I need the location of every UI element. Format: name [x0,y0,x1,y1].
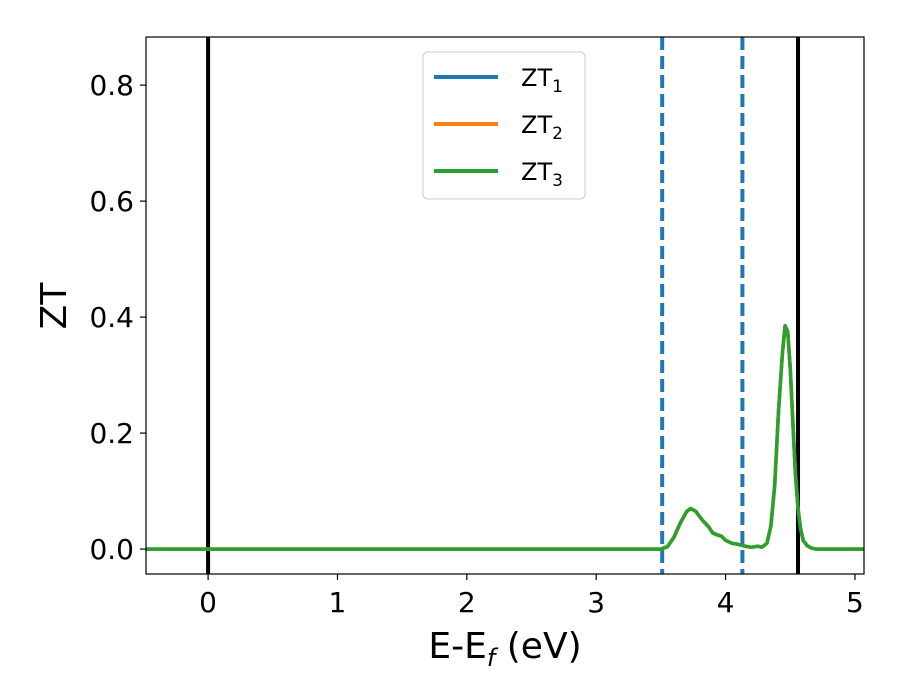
x-tick-label: 1 [329,586,347,619]
y-tick-label: 0.6 [89,185,134,218]
series-line-ZT3 [146,324,864,551]
x-tick-label: 3 [587,586,605,619]
y-tick-label: 0.4 [89,301,134,334]
x-axis-title-main: E-E [428,626,486,667]
x-tick-label: 5 [846,586,864,619]
legend-entry-subscript: 2 [552,124,563,144]
x-tick-label: 0 [199,586,217,619]
legend-entry-name: ZT [521,111,552,139]
legend-entry-label: ZT3 [521,158,563,191]
x-axis-ticks: 0 1 2 3 4 5 [199,574,864,619]
y-tick-label: 0.2 [89,417,134,450]
y-axis-ticks: 0.0 0.2 0.4 0.6 0.8 [89,69,146,566]
legend-entry-subscript: 1 [552,77,563,97]
y-axis-title: ZT [34,282,75,330]
x-tick-label: 2 [458,586,476,619]
plot-lines [146,37,864,574]
x-axis-title: E-Ef (eV) [428,626,581,672]
legend-box [422,51,586,200]
y-tick-label: 0.8 [89,69,134,102]
plot-area [145,36,865,575]
x-tick-label: 4 [717,586,735,619]
x-axis-title-suffix: (eV) [495,626,581,667]
legend-entry-name: ZT [521,158,552,186]
legend-entry-label: ZT1 [521,64,563,97]
legend-entry-label: ZT2 [521,111,563,144]
y-tick-label: 0.0 [89,533,134,566]
plot-frame [145,36,865,575]
legend-entry-name: ZT [521,64,552,92]
legend-entry-subscript: 3 [552,171,563,191]
